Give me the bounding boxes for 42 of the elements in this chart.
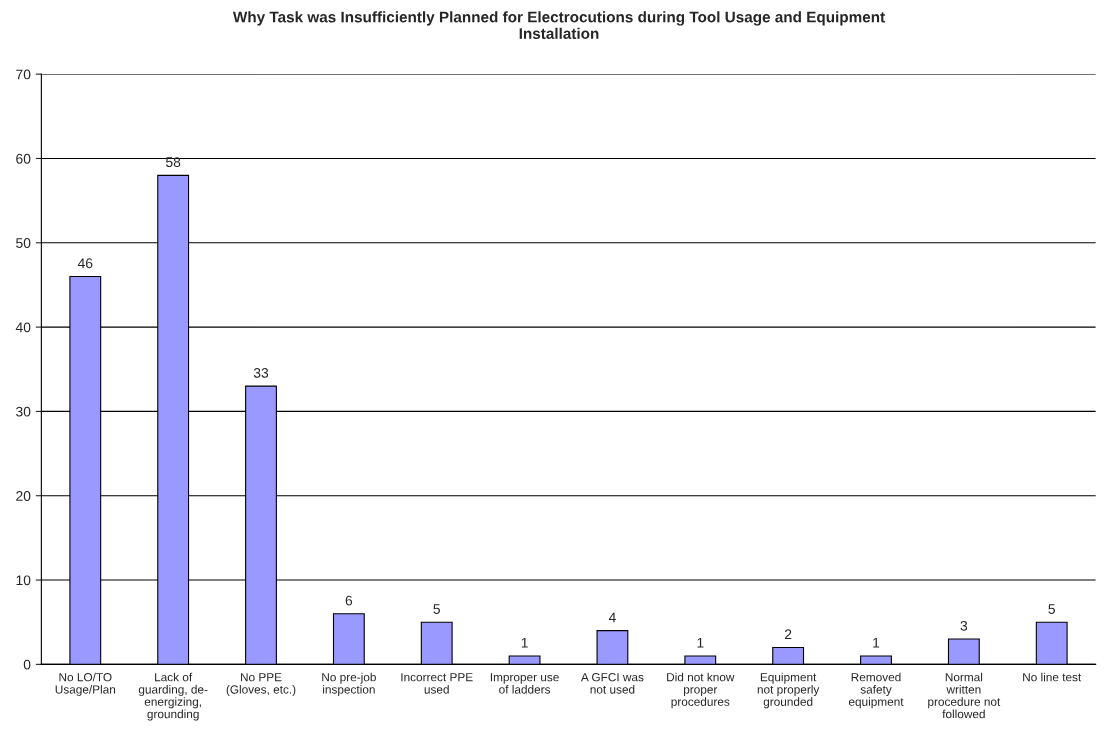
y-tick-label: 20	[16, 491, 31, 501]
x-tick-label: A GFCI was not used	[580, 673, 644, 694]
x-tick-label: No pre-job inspection	[322, 672, 376, 696]
x-tick-label: Equipment not properly grounded	[757, 672, 820, 709]
y-tick-label: 70	[16, 69, 31, 80]
chart-title: Why Task was Insufficiently Planned for Electrocutions during Tool Usage and Equipment Installation	[232, 11, 885, 39]
x-tick-label: No LO/TO Usage/Plan	[55, 672, 116, 696]
x-tick-label: Removed safety equipment	[848, 672, 904, 709]
y-tick-label: 60	[16, 153, 31, 164]
bar	[1035, 621, 1068, 665]
y-tick-label: 10	[16, 575, 31, 586]
x-tick-label: Normal written procedure not followed	[928, 672, 1001, 719]
y-tick-label: 30	[16, 406, 31, 417]
bar	[860, 655, 892, 665]
data-label: 6	[345, 595, 353, 606]
bar	[332, 613, 365, 665]
x-tick-label: Improper use of ladders	[490, 673, 559, 694]
x-tick-label: Lack of guarding, de- energizing, grounding	[138, 672, 208, 721]
data-label: 5	[1048, 604, 1055, 614]
data-label: 1	[873, 637, 880, 648]
data-label: 3	[960, 620, 968, 631]
data-label: 1	[521, 637, 528, 648]
bar	[596, 630, 629, 665]
data-label: 46	[77, 258, 93, 269]
x-tick-label: Did not know proper procedures	[667, 672, 735, 709]
bar	[420, 621, 453, 665]
x-tick-label: Incorrect PPE used	[401, 673, 473, 694]
data-label: 4	[608, 612, 616, 623]
y-tick-label: 0	[23, 659, 31, 670]
data-label: 33	[253, 367, 269, 378]
data-label: 58	[165, 157, 181, 168]
bar	[947, 638, 980, 665]
y-tick-label: 50	[16, 238, 31, 248]
bar	[684, 655, 717, 665]
data-label: 2	[784, 629, 792, 640]
y-tick-label: 40	[15, 322, 31, 333]
bar	[772, 646, 805, 665]
data-label: 1	[697, 637, 704, 648]
data-label: 5	[433, 604, 440, 614]
bar	[508, 655, 541, 665]
x-tick-label: No line test	[1023, 672, 1082, 682]
x-tick-label: No PPE (Gloves, etc.)	[226, 673, 296, 696]
